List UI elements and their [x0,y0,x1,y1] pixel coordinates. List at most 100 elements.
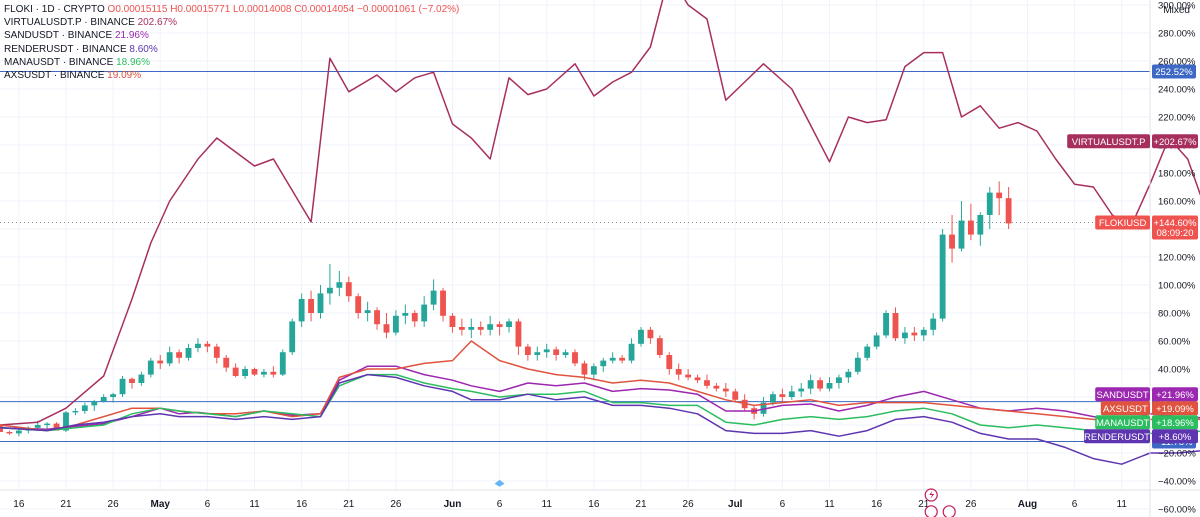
y-tick-label: 80.00% [1158,309,1191,320]
price-tag-name-bg [1084,429,1150,444]
legend-virtual-label: VIRTUALUSDT.P · BINANCE [4,17,135,29]
candle-body [930,318,937,330]
price-tag-name: VIRTUALUSDT.P [1072,137,1146,148]
legend-row-render[interactable]: RENDERUSDT · BINANCE 8.60% [4,43,459,56]
candle-body [883,313,889,336]
series-line-axs [0,340,1200,432]
price-tag-value: +8.60% [1159,432,1192,443]
y-tick-label: 220.00% [1158,113,1196,124]
hline-tag-bg [1152,64,1196,79]
candle-body [760,402,767,414]
candle-body [176,352,183,358]
legend-row-sand[interactable]: SANDUSDT · BINANCE 21.96% [4,29,459,42]
legend-row-virtual[interactable]: VIRTUALUSDT.P · BINANCE 202.67% [4,16,459,29]
candle-body [572,352,578,364]
y-tick-label: 120.00% [1158,253,1196,264]
legend-mana-value: 18.96% [116,56,150,68]
candle-body [836,377,842,383]
candle-body [289,321,296,353]
price-tag-value-bg [1152,387,1198,402]
candle-body [242,369,249,376]
candle-body [223,357,230,368]
candle-body [609,357,616,361]
candle-body [364,310,371,313]
candle-body [487,324,494,330]
x-tick-label: 11 [1117,499,1128,510]
price-tag-value-bg [1152,429,1198,444]
y-tick-label: 260.00% [1158,57,1196,68]
series-line-render [0,373,1200,465]
us-flag-icon [924,505,938,517]
candle-body [468,327,475,330]
price-tag-countdown: 08:09:20 [1157,228,1194,239]
candle-body [798,388,805,392]
candle-body [232,367,239,376]
candle-body [732,391,739,400]
candle-body [543,349,550,353]
candle-body [977,215,984,235]
legend-row-axs[interactable]: AXSUSDT · BINANCE 19.09% [4,69,459,82]
legend-main-row: FLOKI · 1D · CRYPTO O0.00015115 H0.00015… [4,3,459,16]
candle-body [34,425,41,428]
scale-mode-button[interactable]: Mixed [1163,5,1190,16]
candle-body [449,315,456,327]
x-tick-label: 16 [588,499,600,510]
candle-body [722,388,729,392]
candle-body [53,423,60,431]
price-tag-value-bg [1152,415,1198,430]
legend-axs-label: AXSUSDT · BINANCE [4,70,105,82]
candle-body [100,397,107,402]
candle-body [308,299,314,313]
hline-tag-label: 252.52% [1155,67,1193,78]
y-tick-label: 300.00% [1158,1,1196,12]
price-tag-name-bg [1100,401,1150,416]
candle-body [204,343,211,347]
legend-row-mana[interactable]: MANAUSDT · BINANCE 18.96% [4,56,459,69]
candle-body [967,220,974,235]
candle-body [553,349,560,355]
legend-symbol: FLOKI · 1D · CRYPTO [4,4,105,15]
x-tick-label: 21 [918,499,930,510]
candle-body [996,192,1003,199]
price-tag-name: AXSUSDT [1103,404,1148,415]
legend-change: −0.00001061 (−7.02%) [357,4,460,15]
candle-body [374,310,380,325]
candle-body [901,332,908,339]
candle-body [647,329,654,339]
legend-low: L0.00014008 [233,4,292,15]
cloud-icon [494,479,505,487]
candle-body [185,348,192,358]
candle-body [675,369,682,375]
candles [0,181,1012,437]
candle-body [411,313,418,322]
candle-body [261,371,267,375]
candle-body [524,346,531,355]
candle-body [129,378,135,383]
candle-body [421,304,428,322]
event-markers [494,479,956,517]
candle-body [600,360,607,367]
horizontal-lines: 252.52%16.70%−11.78% [0,64,1196,449]
candle-body [458,327,465,330]
y-tick-label: 280.00% [1158,29,1196,40]
candle-body [864,346,871,358]
price-tag-value: +202.67% [1153,137,1197,148]
candle-body [854,357,861,372]
y-tick-label: 160.00% [1158,197,1196,208]
candle-body [6,432,13,434]
candle-body [63,412,69,431]
x-tick-label: 16 [296,499,308,510]
candle-body [986,192,993,215]
x-tick-label: Jul [728,499,743,510]
x-tick-label: 11 [824,499,835,510]
candle-body [355,296,362,313]
legend-sand-label: SANDUSDT · BINANCE [4,30,113,42]
candle-body [317,293,324,313]
y-tick-label: 100.00% [1158,281,1196,292]
y-tick-label: −60.00% [1158,505,1196,516]
candle-body [694,377,701,381]
x-tick-label: 21 [635,499,647,510]
candle-body [826,383,833,389]
